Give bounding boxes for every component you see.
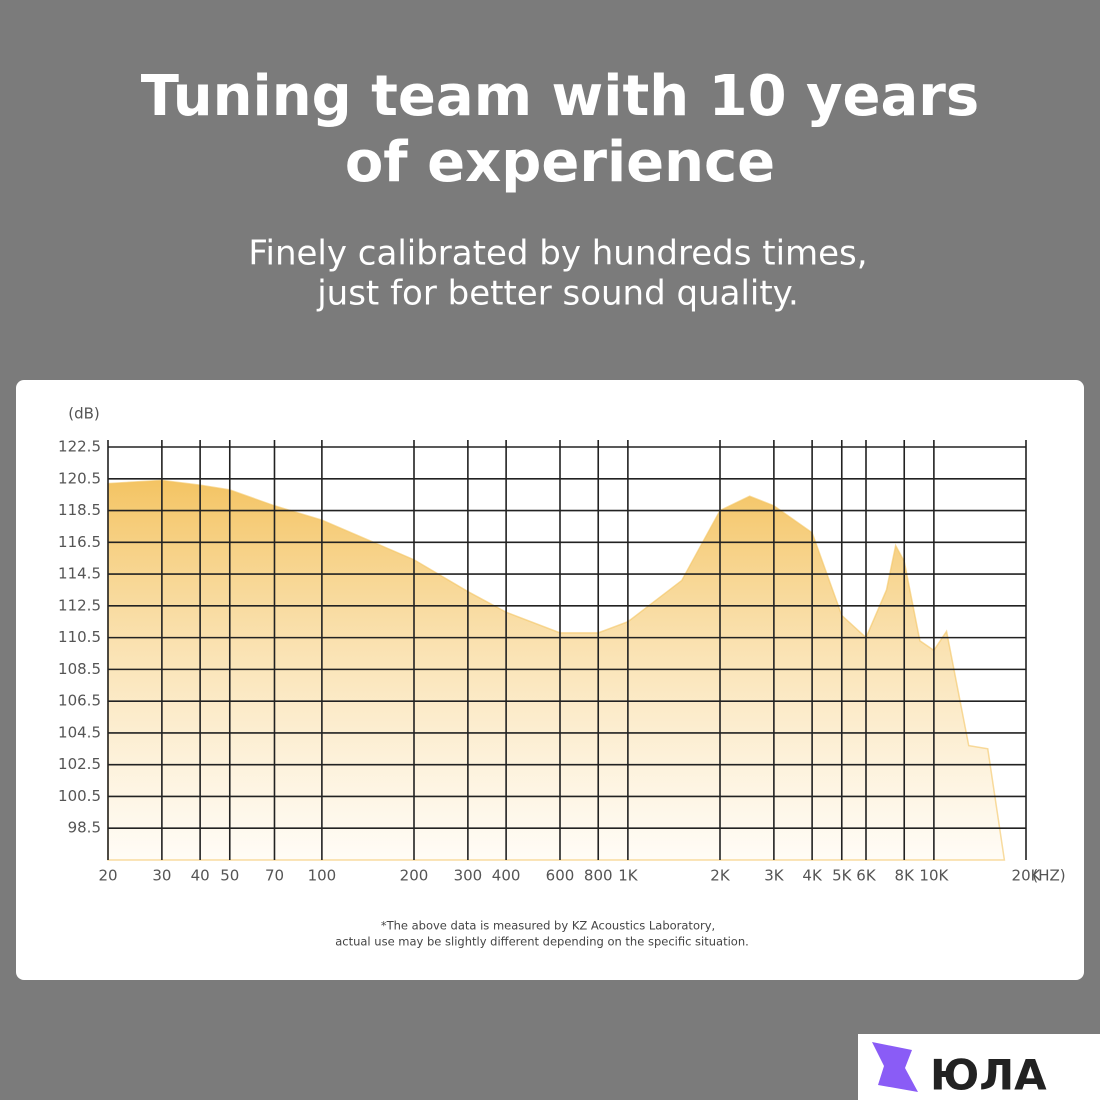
y-tick-label: 118.5 [58, 501, 101, 519]
y-axis-label: (dB) [68, 405, 100, 423]
footnote: actual use may be slightly different dep… [335, 935, 749, 949]
headline: of experience [345, 130, 775, 195]
x-tick-label: 20 [98, 867, 117, 885]
plot: 98.5 100.5 102.5 104.5 106.5 108.5 110.5 112.5 1… [58, 405, 1066, 885]
x-tick-label: 600 [546, 867, 575, 885]
y-tick-label: 122.5 [58, 438, 101, 456]
x-tick-label: 6K [856, 867, 877, 885]
x-tick-label: 2K [710, 867, 731, 885]
y-tick-label: 116.5 [58, 533, 101, 551]
watermark: ЮЛА [930, 1051, 1047, 1100]
x-tick-label: 8K [895, 867, 916, 885]
headline: Tuning team with 10 years [141, 64, 980, 129]
x-tick-label: 400 [492, 867, 521, 885]
subheadline: just for better sound quality. [316, 274, 799, 314]
x-tick-label: 20K [1012, 867, 1042, 885]
x-tick-label: 5K [832, 867, 853, 885]
y-tick-label: 120.5 [58, 469, 101, 487]
y-tick-label: 110.5 [58, 628, 101, 646]
subheadline: Finely calibrated by hundreds times, [248, 234, 867, 274]
x-tick-label: 30 [152, 867, 171, 885]
y-tick-label: 108.5 [58, 660, 101, 678]
x-tick-label: 10K [919, 867, 949, 885]
y-tick-label: 114.5 [58, 565, 101, 583]
watermark-logo [872, 1042, 918, 1092]
x-tick-label: 4K [802, 867, 823, 885]
y-tick-label: 100.5 [58, 787, 101, 805]
x-tick-label: 300 [454, 867, 483, 885]
y-tick-label: 106.5 [58, 692, 101, 710]
footnote: *The above data is measured by KZ Acoust… [381, 919, 715, 933]
x-axis-label: (HZ) [1032, 867, 1065, 885]
y-tick-label: 112.5 [58, 596, 101, 614]
y-tick-label: 102.5 [58, 755, 101, 773]
y-tick-label: 98.5 [68, 819, 101, 837]
x-tick-label: 1K [618, 867, 639, 885]
x-tick-label: 70 [265, 867, 284, 885]
x-tick-label: 100 [308, 867, 337, 885]
y-tick-label: 104.5 [58, 723, 101, 741]
x-tick-label: 3K [764, 867, 785, 885]
x-tick-label: 40 [191, 867, 210, 885]
x-tick-label: 800 [584, 867, 613, 885]
x-tick-label: 200 [400, 867, 429, 885]
x-tick-label: 50 [220, 867, 239, 885]
